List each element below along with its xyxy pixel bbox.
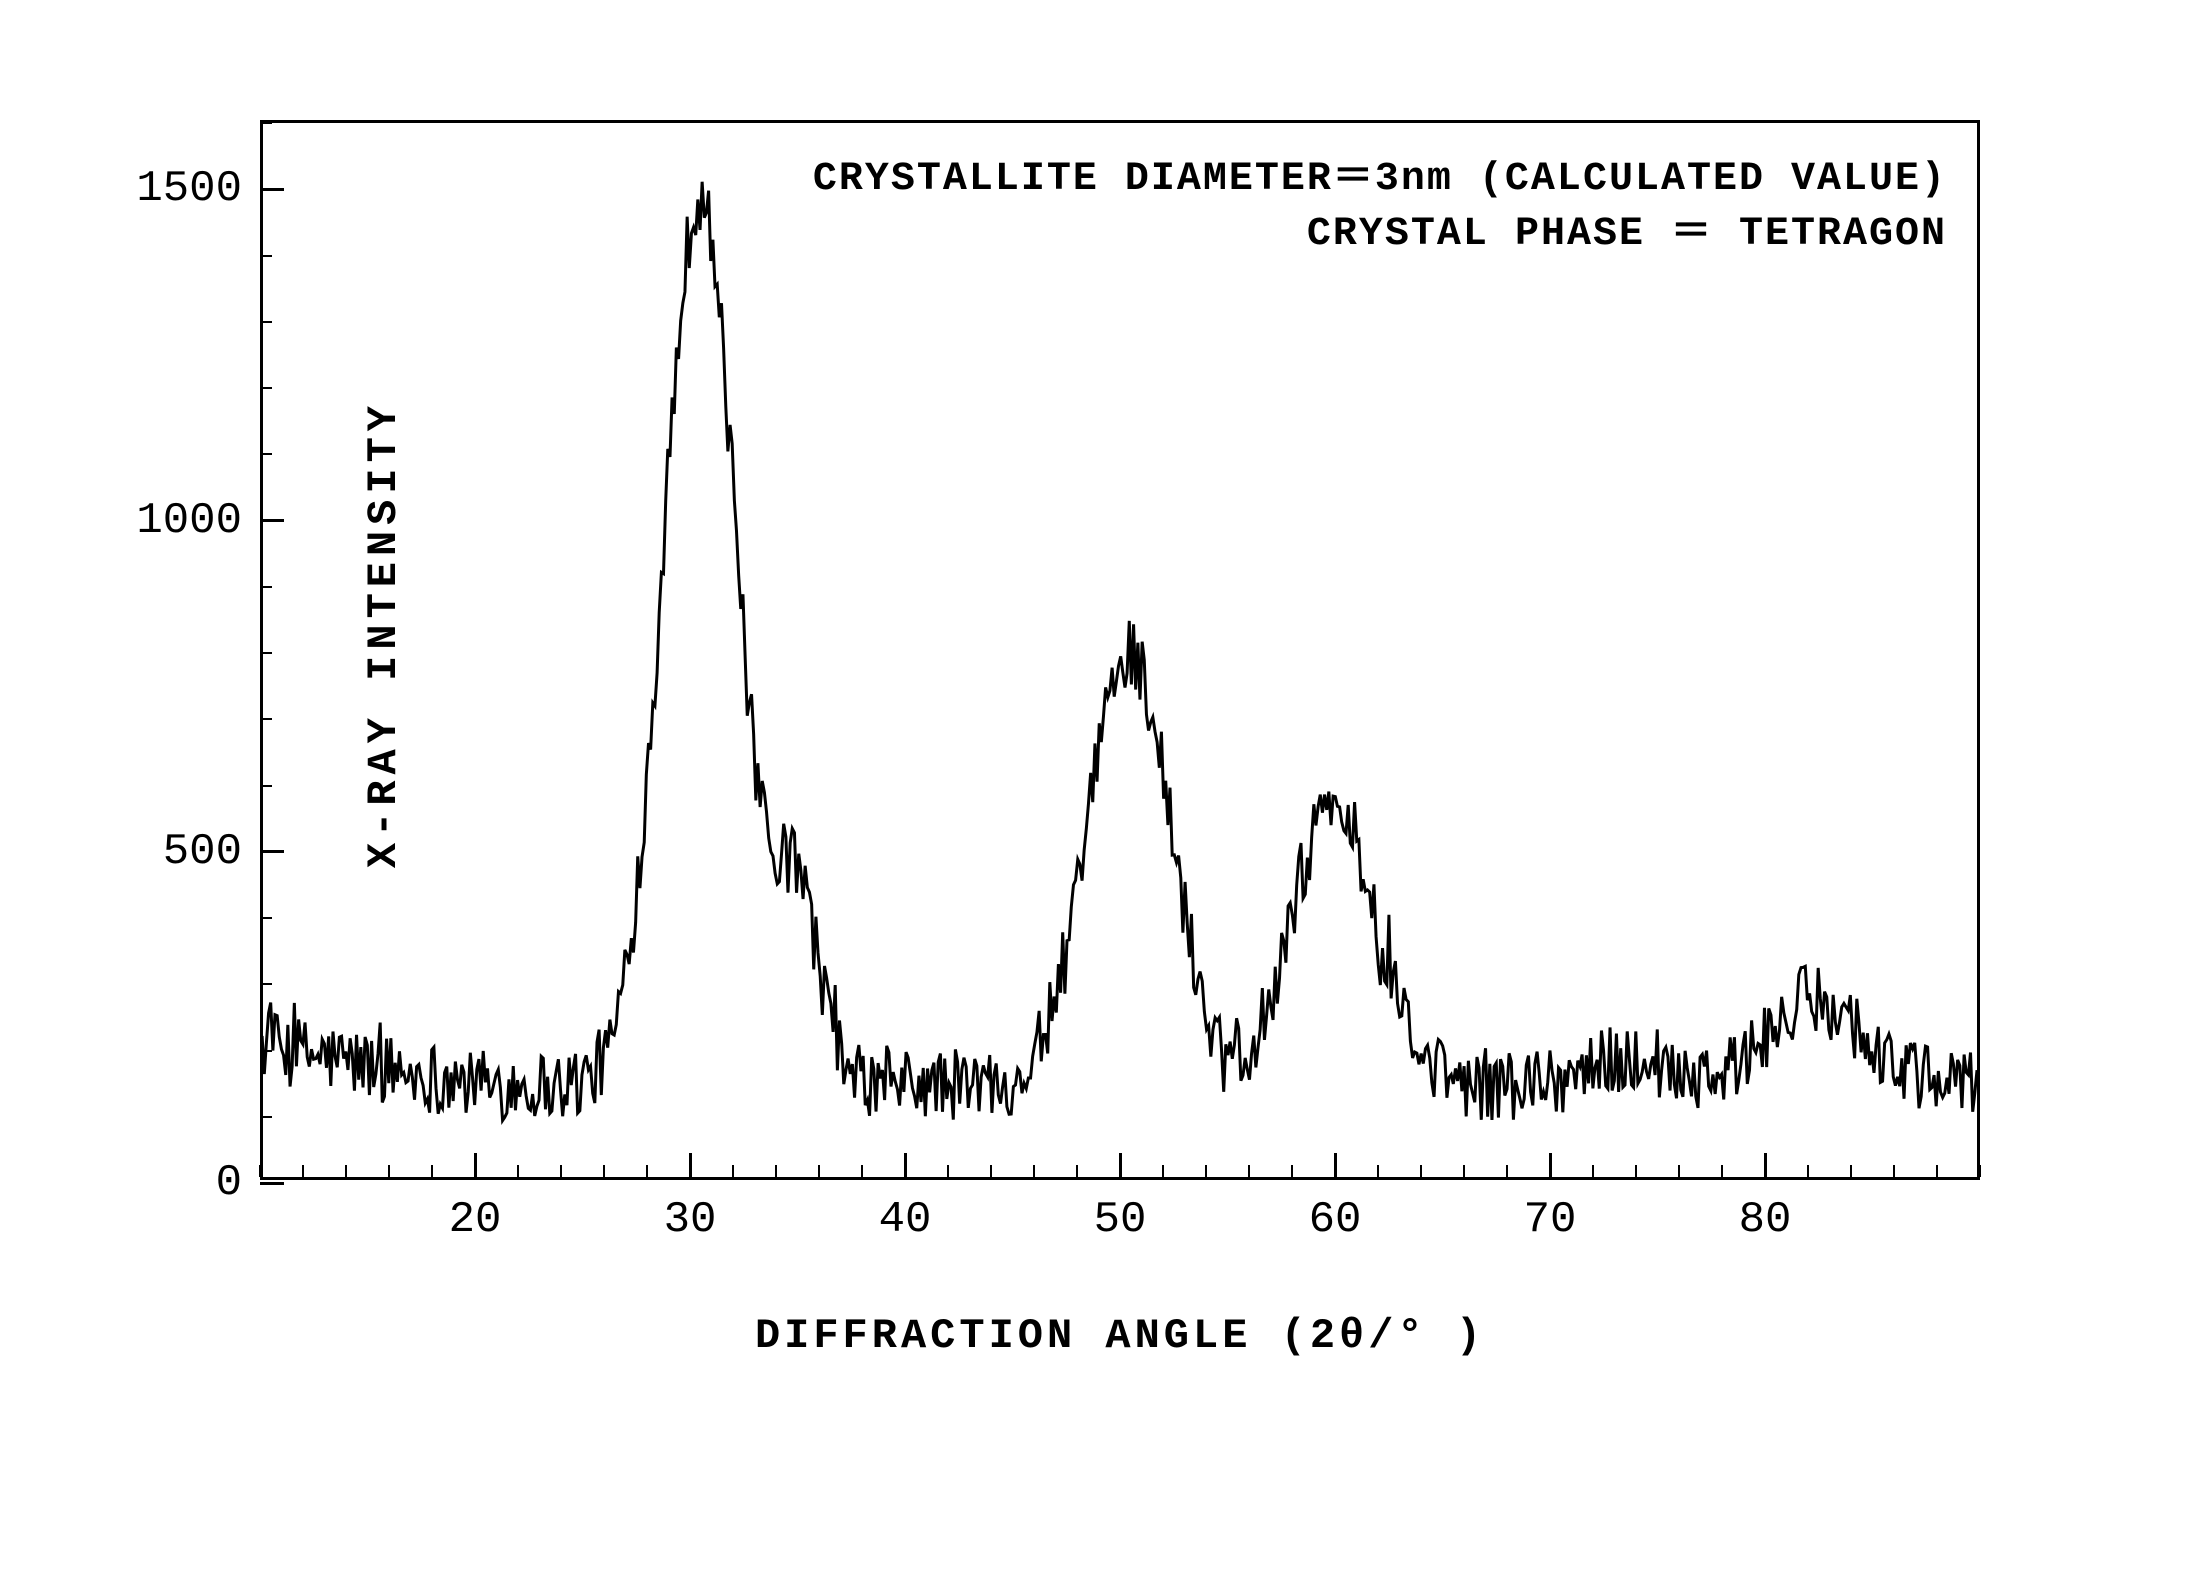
x-tick-minor: [1205, 1165, 1207, 1177]
y-tick-major: [260, 188, 284, 191]
x-tick-minor: [1377, 1165, 1379, 1177]
x-tick-minor: [1678, 1165, 1680, 1177]
x-tick-minor: [1893, 1165, 1895, 1177]
x-tick-minor: [1420, 1165, 1422, 1177]
y-tick-minor: [260, 652, 272, 654]
y-tick-minor: [260, 453, 272, 455]
x-tick-label: 30: [664, 1195, 717, 1245]
y-tick-label: 500: [163, 827, 242, 877]
x-tick-minor: [1807, 1165, 1809, 1177]
y-tick-minor: [260, 983, 272, 985]
x-tick-minor: [1936, 1165, 1938, 1177]
x-tick-minor: [1162, 1165, 1164, 1177]
y-tick-label: 1000: [136, 496, 242, 546]
x-tick-minor: [990, 1165, 992, 1177]
y-tick-major: [260, 850, 284, 853]
y-tick-minor: [260, 1116, 272, 1118]
x-tick-minor: [1721, 1165, 1723, 1177]
x-tick-label: 40: [879, 1195, 932, 1245]
y-tick-minor: [260, 255, 272, 257]
x-axis-label: DIFFRACTION ANGLE (2θ/° ): [755, 1312, 1485, 1360]
x-tick-major: [1764, 1153, 1767, 1177]
x-tick-minor: [302, 1165, 304, 1177]
x-tick-minor: [1033, 1165, 1035, 1177]
x-tick-minor: [1076, 1165, 1078, 1177]
y-tick-minor: [260, 387, 272, 389]
y-tick-minor: [260, 122, 272, 124]
x-tick-minor: [1506, 1165, 1508, 1177]
x-tick-label: 80: [1739, 1195, 1792, 1245]
x-tick-minor: [861, 1165, 863, 1177]
x-tick-minor: [345, 1165, 347, 1177]
y-tick-major: [260, 1182, 284, 1185]
y-tick-minor: [260, 917, 272, 919]
x-tick-minor: [1463, 1165, 1465, 1177]
y-axis-label: X-RAY INTENSITY: [360, 400, 408, 868]
x-tick-major: [1119, 1153, 1122, 1177]
x-tick-major: [689, 1153, 692, 1177]
x-tick-minor: [775, 1165, 777, 1177]
x-tick-minor: [732, 1165, 734, 1177]
plot-area: CRYSTALLITE DIAMETER＝3nm (CALCULATED VAL…: [260, 120, 1980, 1180]
x-tick-label: 70: [1524, 1195, 1577, 1245]
y-tick-label: 0: [216, 1158, 242, 1208]
x-tick-minor: [947, 1165, 949, 1177]
x-tick-minor: [1850, 1165, 1852, 1177]
x-tick-label: 60: [1309, 1195, 1362, 1245]
x-tick-minor: [1979, 1165, 1981, 1177]
x-tick-major: [1334, 1153, 1337, 1177]
y-tick-label: 1500: [136, 164, 242, 214]
y-tick-minor: [260, 718, 272, 720]
x-tick-minor: [1635, 1165, 1637, 1177]
x-tick-minor: [431, 1165, 433, 1177]
xrd-data-line: [260, 123, 1977, 1177]
x-tick-major: [1549, 1153, 1552, 1177]
x-tick-minor: [388, 1165, 390, 1177]
x-tick-major: [904, 1153, 907, 1177]
x-tick-minor: [517, 1165, 519, 1177]
x-tick-minor: [646, 1165, 648, 1177]
y-tick-minor: [260, 785, 272, 787]
y-tick-minor: [260, 586, 272, 588]
x-tick-label: 50: [1094, 1195, 1147, 1245]
x-tick-minor: [1592, 1165, 1594, 1177]
y-tick-minor: [260, 321, 272, 323]
y-tick-major: [260, 519, 284, 522]
x-tick-minor: [1291, 1165, 1293, 1177]
x-tick-major: [474, 1153, 477, 1177]
x-tick-label: 20: [449, 1195, 502, 1245]
x-tick-minor: [259, 1165, 261, 1177]
x-tick-minor: [818, 1165, 820, 1177]
x-tick-minor: [603, 1165, 605, 1177]
xrd-chart: CRYSTALLITE DIAMETER＝3nm (CALCULATED VAL…: [260, 120, 1980, 1180]
y-tick-minor: [260, 1050, 272, 1052]
x-tick-minor: [1248, 1165, 1250, 1177]
x-tick-minor: [560, 1165, 562, 1177]
